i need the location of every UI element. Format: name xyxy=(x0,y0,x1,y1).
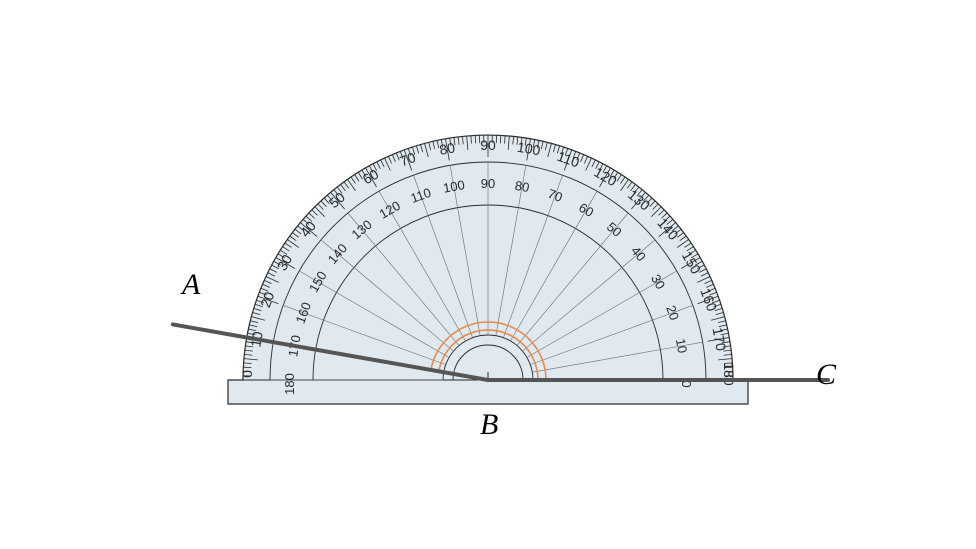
label-C: C xyxy=(816,358,836,392)
label-B: B xyxy=(480,408,498,442)
svg-text:90: 90 xyxy=(480,137,496,153)
svg-text:10: 10 xyxy=(673,337,690,354)
protractor-svg: 1801701601501401301201101009080706050403… xyxy=(0,0,976,549)
svg-text:80: 80 xyxy=(514,178,531,195)
svg-text:180: 180 xyxy=(721,362,737,386)
svg-text:80: 80 xyxy=(438,139,456,157)
svg-text:90: 90 xyxy=(481,176,495,191)
label-A: A xyxy=(182,268,200,302)
svg-text:0: 0 xyxy=(239,370,255,378)
figure-stage: 1801701601501401301201101009080706050403… xyxy=(0,0,976,549)
svg-text:180: 180 xyxy=(282,373,297,395)
